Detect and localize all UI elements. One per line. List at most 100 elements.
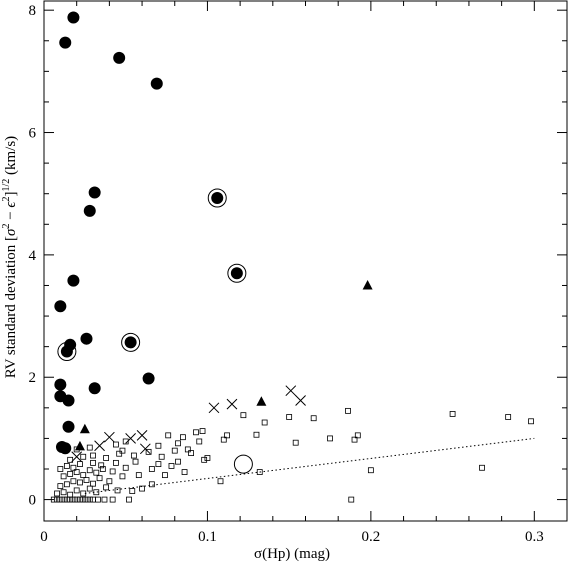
open-square-point <box>57 466 64 472</box>
open-square-point <box>148 466 155 472</box>
open-square-point <box>109 468 116 475</box>
open-square-point <box>204 455 211 461</box>
filled-circle-point <box>80 332 93 345</box>
y-axis-label-eps: ϵ <box>3 201 19 208</box>
open-square-point <box>86 444 93 451</box>
open-square-point <box>199 428 206 434</box>
open-square-point <box>63 481 70 488</box>
open-square-point <box>77 479 83 486</box>
open-square-point <box>310 415 317 422</box>
y-axis-label-units: (km/s) <box>3 136 19 179</box>
open-square-point <box>256 469 263 475</box>
open-square-point <box>132 458 139 465</box>
open-square-point <box>354 432 361 439</box>
open-square-point <box>80 453 87 460</box>
filled-triangle-point <box>79 423 90 434</box>
open-square-point <box>99 466 106 472</box>
open-square-point <box>168 463 175 469</box>
filled-triangle-point <box>256 396 267 406</box>
open-square-point <box>171 447 178 454</box>
open-square-point <box>83 477 90 483</box>
filled-triangle-point <box>362 279 373 290</box>
y-tick-label: 4 <box>29 248 37 264</box>
trend-line-dotted <box>84 437 535 494</box>
open-square-point <box>77 496 83 503</box>
plot-frame: 0 0.1 0.2 0.3 0 2 4 6 8 <box>29 0 568 545</box>
open-square-point <box>145 448 152 455</box>
open-square-point <box>175 458 181 465</box>
y-axis-label-half-exp: 1/2 <box>1 179 12 192</box>
open-square-point <box>90 480 96 487</box>
plot-border <box>43 0 568 522</box>
open-square-point <box>109 496 116 503</box>
filled-circle-point <box>67 11 80 24</box>
cross-point <box>71 451 83 463</box>
open-square-point <box>93 469 100 476</box>
x-tick-label: 0.3 <box>525 529 544 545</box>
open-square-point <box>101 496 108 503</box>
cross-point <box>125 433 136 444</box>
open-square-point <box>240 412 247 419</box>
open-square-point <box>80 496 87 503</box>
open-square-point <box>80 490 87 497</box>
open-square-point <box>449 411 456 417</box>
open-square-point <box>67 456 74 463</box>
open-square-point <box>135 472 142 479</box>
filled-triangle-point <box>74 440 85 451</box>
open-square-point <box>73 487 80 494</box>
filled-circle-point <box>124 336 137 349</box>
filled-circle-point <box>54 300 67 313</box>
open-square-point <box>83 496 90 503</box>
open-square-point <box>367 467 374 474</box>
open-square-point <box>220 436 227 443</box>
open-square-point <box>188 450 194 456</box>
open-square-point <box>162 472 168 479</box>
open-square-point <box>77 461 83 468</box>
y-axis-label-prefix: RV standard deviation [ <box>3 236 19 378</box>
open-square-point <box>60 473 67 480</box>
open-square-point <box>86 485 93 492</box>
x-axis-label: σ(Hp) (mag) <box>254 546 330 562</box>
filled-circle-point <box>62 420 75 433</box>
open-square-point <box>86 467 93 474</box>
open-square-point <box>63 463 70 469</box>
open-square-point <box>113 459 119 466</box>
open-square-point <box>351 436 358 443</box>
open-square-point <box>129 488 136 494</box>
open-square-point <box>67 470 74 477</box>
open-circle-ring-point <box>227 263 247 283</box>
filled-circle-point <box>150 77 163 90</box>
open-square-point <box>113 441 119 448</box>
filled-circle-point <box>67 274 80 287</box>
open-square-point <box>73 496 80 503</box>
open-square-point <box>528 418 534 425</box>
open-square-point <box>73 469 80 475</box>
open-square-point <box>139 485 145 492</box>
open-square-point <box>70 496 77 503</box>
open-square-point <box>119 473 126 480</box>
open-square-point <box>63 496 70 503</box>
open-square-point <box>93 489 100 496</box>
open-square-point <box>193 429 199 436</box>
open-square-point <box>103 484 110 491</box>
open-square-point <box>217 478 224 485</box>
y-tick-label: 0 <box>29 493 37 509</box>
open-square-point <box>345 407 351 414</box>
open-square-point <box>67 496 74 503</box>
cross-point <box>94 440 105 452</box>
y-axis-label: RV standard deviation [σ2 − ϵ2]1/2 (km/s… <box>1 136 19 378</box>
filled-circle-point <box>54 378 67 391</box>
open-square-point <box>96 475 103 482</box>
y-axis-label-eps-exp: 2 <box>1 197 12 202</box>
filled-circle-point <box>230 267 243 280</box>
cross-point <box>104 431 115 443</box>
open-square-point <box>180 434 186 441</box>
cross-point <box>285 385 297 397</box>
open-circle-ring-point <box>57 342 77 362</box>
open-square-point <box>165 432 172 439</box>
x-tick-label: 0.2 <box>362 529 381 545</box>
open-square-point <box>60 496 67 503</box>
open-square-point <box>122 464 129 471</box>
open-square-point <box>184 446 191 453</box>
open-square-point <box>348 496 355 503</box>
